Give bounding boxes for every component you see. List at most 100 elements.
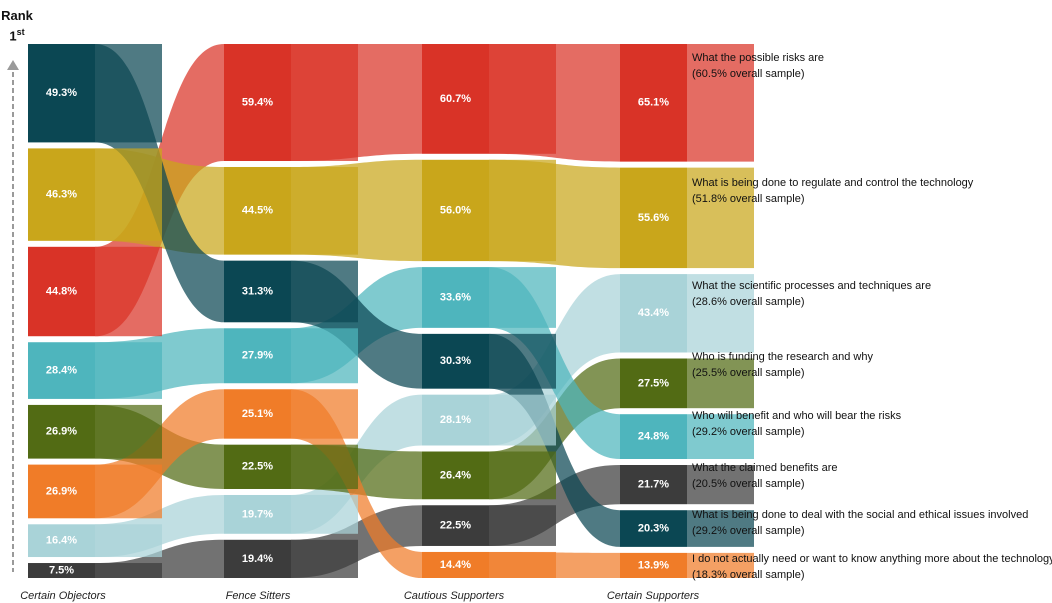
bar-tail-what-the-scientific-processes-and-techni-2 — [291, 494, 358, 534]
legend-item-funding: Who is funding the research and why (25.5… — [692, 351, 873, 379]
group-label-certain-objectors: Certain Objectors — [20, 590, 106, 602]
rank-label: Rank — [1, 8, 33, 23]
bar-what-is-being-done-to-regulate-and-contr-2 — [224, 166, 291, 255]
bar-tail-what-the-claimed-benefits-are-1 — [95, 563, 162, 578]
bar-what-the-scientific-processes-and-techni-4 — [620, 274, 687, 353]
bar-tail-what-is-being-done-to-deal-with-the-soci-1 — [95, 44, 162, 143]
bar-what-is-being-done-to-deal-with-the-soci-3 — [422, 333, 489, 389]
bar-tail-who-will-benefit-and-who-will-bear-the-r-3 — [489, 267, 556, 328]
bar-tail-who-will-benefit-and-who-will-bear-the-r-1 — [95, 342, 162, 399]
data-label-who-will-benefit-and-who-will-bear-the-r-2: 27.9% — [242, 350, 273, 362]
bar-tail-i-do-not-actually-need-or-want-to-know-a-3 — [489, 551, 556, 578]
bar-what-the-possible-risks-are-1 — [28, 246, 95, 337]
data-label-what-the-claimed-benefits-are-3: 22.5% — [440, 520, 471, 532]
bar-what-is-being-done-to-regulate-and-contr-3 — [422, 159, 489, 262]
data-label-what-the-scientific-processes-and-techni-3: 28.1% — [440, 414, 471, 426]
legend-item-risks: What the possible risks are (60.5% overal… — [692, 52, 825, 80]
data-label-what-the-scientific-processes-and-techni-1: 16.4% — [46, 535, 77, 547]
data-label-what-the-possible-risks-are-1: 44.8% — [46, 285, 77, 297]
legend-item-claimed-benefits: What the claimed benefits are (20.5% over… — [692, 462, 838, 490]
bar-tail-what-is-being-done-to-regulate-and-contr-4 — [687, 167, 754, 269]
bar-tail-what-is-being-done-to-deal-with-the-soci-3 — [489, 333, 556, 389]
bar-tail-what-is-being-done-to-deal-with-the-soci-2 — [291, 260, 358, 323]
data-label-who-is-funding-the-research-and-why-3: 26.4% — [440, 469, 471, 481]
bar-what-the-scientific-processes-and-techni-1 — [28, 524, 95, 558]
bar-what-the-possible-risks-are-3 — [422, 44, 489, 154]
data-label-what-the-claimed-benefits-are-4: 21.7% — [638, 479, 669, 491]
data-label-what-is-being-done-to-deal-with-the-soci-3: 30.3% — [440, 355, 471, 367]
data-label-what-the-claimed-benefits-are-1: 7.5% — [49, 564, 74, 576]
data-label-who-is-funding-the-research-and-why-2: 22.5% — [242, 461, 273, 473]
legend-item-scientific-processes: What the scientific processes and techni… — [692, 280, 932, 308]
data-label-what-is-being-done-to-deal-with-the-soci-2: 31.3% — [242, 285, 273, 297]
bar-what-is-being-done-to-regulate-and-contr-4 — [620, 167, 687, 269]
data-label-what-the-scientific-processes-and-techni-4: 43.4% — [638, 307, 669, 319]
bar-what-is-being-done-to-deal-with-the-soci-1 — [28, 44, 95, 143]
group-label-certain-supporters: Certain Supporters — [606, 590, 700, 602]
bar-i-do-not-actually-need-or-want-to-know-a-4 — [620, 552, 687, 578]
legend-item-regulate: What is being done to regulate and contr… — [692, 177, 974, 205]
bar-who-will-benefit-and-who-will-bear-the-r-4 — [620, 414, 687, 459]
bar-tail-what-the-claimed-benefits-are-2 — [291, 539, 358, 578]
bar-who-is-funding-the-research-and-why-4 — [620, 358, 687, 409]
bar-what-is-being-done-to-deal-with-the-soci-2 — [224, 260, 291, 323]
data-label-what-the-scientific-processes-and-techni-2: 19.7% — [242, 508, 273, 520]
bar-what-the-claimed-benefits-are-3 — [422, 505, 489, 546]
bar-tail-what-the-claimed-benefits-are-4 — [687, 464, 754, 505]
bar-who-is-funding-the-research-and-why-1 — [28, 404, 95, 459]
bar-who-will-benefit-and-who-will-bear-the-r-2 — [224, 328, 291, 384]
data-label-i-do-not-actually-need-or-want-to-know-a-2: 25.1% — [242, 408, 273, 420]
data-label-what-is-being-done-to-regulate-and-contr-4: 55.6% — [638, 212, 669, 224]
data-label-i-do-not-actually-need-or-want-to-know-a-4: 13.9% — [638, 559, 669, 571]
rank-first-label: 1st — [9, 27, 25, 44]
data-label-what-the-possible-risks-are-4: 65.1% — [638, 97, 669, 109]
data-label-what-is-being-done-to-regulate-and-contr-3: 56.0% — [440, 204, 471, 216]
bar-what-is-being-done-to-regulate-and-contr-1 — [28, 148, 95, 241]
data-label-what-the-possible-risks-are-3: 60.7% — [440, 93, 471, 105]
bar-what-the-claimed-benefits-are-1 — [28, 563, 95, 578]
bar-tail-i-do-not-actually-need-or-want-to-know-a-1 — [95, 464, 162, 519]
data-label-what-is-being-done-to-deal-with-the-soci-1: 49.3% — [46, 87, 77, 99]
bar-who-is-funding-the-research-and-why-3 — [422, 451, 489, 500]
bar-tail-what-is-being-done-to-regulate-and-contr-2 — [291, 166, 358, 255]
bar-tail-what-is-being-done-to-regulate-and-contr-1 — [95, 148, 162, 241]
bar-tail-what-the-possible-risks-are-4 — [687, 44, 754, 162]
data-label-who-will-benefit-and-who-will-bear-the-r-1: 28.4% — [46, 364, 77, 376]
bar-tail-who-is-funding-the-research-and-why-2 — [291, 444, 358, 489]
bar-what-the-scientific-processes-and-techni-3 — [422, 394, 489, 446]
bar-who-is-funding-the-research-and-why-2 — [224, 444, 291, 489]
bar-what-is-being-done-to-deal-with-the-soci-4 — [620, 510, 687, 547]
bar-tail-what-the-possible-risks-are-3 — [489, 44, 556, 154]
data-label-i-do-not-actually-need-or-want-to-know-a-1: 26.9% — [46, 485, 77, 497]
bar-tail-what-is-being-done-to-regulate-and-contr-3 — [489, 159, 556, 262]
group-label-fence-sitters: Fence Sitters — [225, 590, 291, 602]
bar-what-the-possible-risks-are-4 — [620, 44, 687, 162]
legend-item-benefit-risks: Who will benefit and who will bear the r… — [692, 410, 902, 438]
legend-item-social-ethical: What is being done to deal with the soci… — [692, 509, 1029, 537]
rank-axis-arrow — [7, 60, 19, 70]
data-label-what-the-possible-risks-are-2: 59.4% — [242, 96, 273, 108]
bar-tail-who-is-funding-the-research-and-why-4 — [687, 358, 754, 409]
bar-what-the-claimed-benefits-are-2 — [224, 539, 291, 578]
data-label-what-is-being-done-to-deal-with-the-soci-4: 20.3% — [638, 522, 669, 534]
data-label-what-the-claimed-benefits-are-2: 19.4% — [242, 553, 273, 565]
data-label-who-is-funding-the-research-and-why-1: 26.9% — [46, 426, 77, 438]
bar-layer: 44.8% 59.4% 60.7% 65.1% 46.3% 44.5% 56.0% 55.6%… — [28, 44, 754, 578]
bar-tail-who-will-benefit-and-who-will-bear-the-r-2 — [291, 328, 358, 384]
bar-what-the-possible-risks-are-2 — [224, 44, 291, 161]
data-label-i-do-not-actually-need-or-want-to-know-a-3: 14.4% — [440, 559, 471, 571]
bar-tail-what-the-claimed-benefits-are-3 — [489, 505, 556, 546]
bar-tail-who-is-funding-the-research-and-why-3 — [489, 451, 556, 500]
bar-what-the-scientific-processes-and-techni-2 — [224, 494, 291, 534]
bar-tail-what-is-being-done-to-deal-with-the-soci-4 — [687, 510, 754, 547]
bar-tail-who-will-benefit-and-who-will-bear-the-r-4 — [687, 414, 754, 459]
bar-who-will-benefit-and-who-will-bear-the-r-3 — [422, 267, 489, 328]
bar-tail-what-the-scientific-processes-and-techni-3 — [489, 394, 556, 446]
bar-tail-i-do-not-actually-need-or-want-to-know-a-2 — [291, 389, 358, 439]
bar-tail-who-is-funding-the-research-and-why-1 — [95, 404, 162, 459]
bar-i-do-not-actually-need-or-want-to-know-a-3 — [422, 551, 489, 578]
bar-tail-i-do-not-actually-need-or-want-to-know-a-4 — [687, 552, 754, 578]
bar-who-will-benefit-and-who-will-bear-the-r-1 — [28, 342, 95, 399]
group-label-cautious-supporters: Cautious Supporters — [403, 590, 505, 602]
